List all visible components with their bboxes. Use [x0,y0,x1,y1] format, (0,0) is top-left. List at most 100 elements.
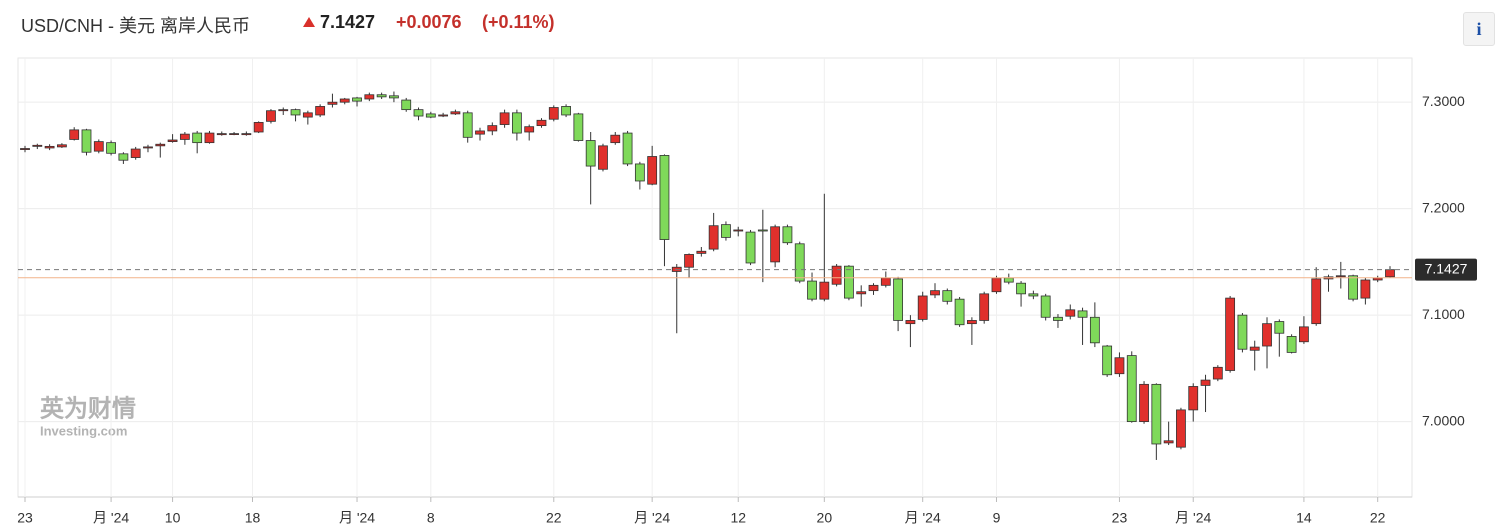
candle-body [1003,277,1014,283]
candle-body [1249,346,1260,351]
candle-body [1274,321,1285,334]
candle-body [450,111,461,115]
candle-body [499,112,510,125]
candle-body [561,106,571,116]
candle-body [1385,269,1395,278]
candle-body [622,132,633,165]
candle-body [733,229,744,232]
candle-body [315,106,326,116]
x-tick-label: 月 '24 [93,510,129,526]
candle-body [610,134,621,144]
candle-body [229,133,239,135]
candle-body [1053,316,1063,321]
candle-body [1212,366,1223,380]
x-tick-label: 12 [730,510,746,526]
candle-body [155,143,166,147]
candle-body [745,231,756,264]
candle-body [327,101,338,105]
x-tick-label: 23 [17,510,33,526]
candle-body [130,148,141,158]
x-tick-label: 月 '24 [905,510,941,526]
candle-body [966,320,977,325]
candle-body [684,254,694,268]
candle-body [1200,379,1211,386]
title: USD/CNH - 美元 离岸人民币 [21,16,250,36]
candle-body [216,133,227,136]
candle-body [647,156,658,185]
x-tick-label: 月 '24 [634,510,670,526]
y-tick-label: 7.1000 [1422,306,1465,322]
candle-body [770,226,781,263]
candle-body [782,226,793,244]
candle-body [44,145,55,149]
candle-body [1299,326,1309,343]
candle-body [1028,293,1039,297]
candle-body [1114,357,1125,375]
candle-body [708,225,719,250]
y-tick-label: 7.0000 [1422,412,1465,428]
candle-body [696,250,707,254]
candle-body [32,144,43,147]
x-tick-label: 8 [427,510,435,526]
candle-body [253,122,264,133]
candle-body [954,298,965,326]
info-button[interactable]: i [1463,12,1495,46]
candle-body [1126,355,1137,423]
candle-body [634,163,645,182]
candle-body [548,107,559,120]
chart: 英为财情 Investing.com 7.0000 7.1000 7.2000 7.3… [17,57,1477,526]
y-tick-label: 7.3000 [1422,93,1465,109]
candle-body [204,132,215,144]
candle-body [1089,316,1100,344]
candle-body [475,130,485,135]
candle-body [413,109,424,117]
candle-body [942,290,953,302]
x-tick-label: 23 [1112,510,1128,526]
candle-body [81,129,92,153]
candle-body [1139,383,1149,423]
candle-body [302,112,313,118]
candle-body [856,291,867,295]
y-tick-label: 7.2000 [1422,199,1465,215]
candle-body [376,94,387,98]
candle-body [1225,297,1236,371]
candle-body [364,94,375,100]
candle-body [794,243,805,282]
candle-body [487,125,498,132]
candle-body [167,139,178,142]
x-tick-label: 10 [165,510,181,526]
candle-body [1077,310,1088,318]
candle-body [585,140,596,167]
candle-body [1102,345,1113,376]
candle-body [339,98,350,103]
candle-body [1151,383,1162,445]
candle-body [438,114,449,117]
last-price-label: 7.1427 [1425,260,1468,276]
candle-body [868,284,879,292]
candle-body [659,155,670,240]
candle-body [905,320,916,325]
candle-body [1360,279,1371,299]
x-tick-label: 20 [817,510,833,526]
candle-body [241,133,252,136]
candle-body [721,224,731,238]
candle-body [278,109,289,112]
candle-body [143,146,153,149]
up-arrow [303,17,315,27]
candle-body [192,132,203,144]
candle-body [389,95,399,99]
candle-body [991,277,1002,293]
change-percent: (+0.11%) [482,12,555,32]
x-tick-label: 18 [245,510,261,526]
candle-body [106,142,116,154]
header: USD/CNH - 美元 离岸人民币 7.1427 +0.0076 (+0.11… [0,0,1502,50]
candle-body [118,153,129,161]
candle-body [1176,409,1186,448]
candle-body [462,112,473,138]
candle-body [1188,386,1199,411]
candle-body [1335,275,1346,278]
candle-body [93,141,104,152]
candle-body [536,119,547,127]
candle-body [352,97,362,102]
candle-body [1016,282,1026,295]
